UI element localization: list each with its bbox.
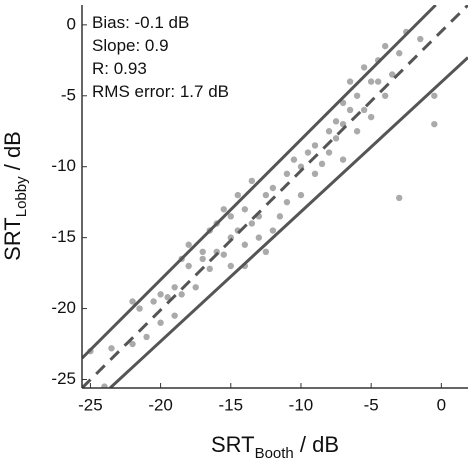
- point: [171, 312, 178, 319]
- point: [325, 149, 333, 156]
- point: [396, 50, 403, 57]
- point: [262, 191, 270, 199]
- point: [381, 92, 389, 99]
- point: [367, 113, 375, 121]
- point: [283, 198, 291, 206]
- point: [339, 99, 347, 107]
- point: [185, 241, 192, 248]
- point: [396, 194, 403, 202]
- point: [227, 213, 234, 220]
- x-axis-label: SRTBooth / dB: [211, 432, 339, 462]
- x-tick-label: -25: [78, 395, 103, 414]
- x-tick-label: -20: [148, 395, 173, 414]
- point: [332, 135, 340, 142]
- point: [311, 170, 319, 178]
- point: [381, 42, 389, 50]
- point: [150, 298, 157, 305]
- point: [108, 345, 115, 352]
- point: [241, 241, 249, 248]
- label-rest: / dB: [0, 131, 25, 176]
- annotations: Bias: -0.1 dB Slope: 0.9 R: 0.93 RMS err…: [92, 13, 229, 101]
- x-tick-label: -15: [218, 395, 243, 414]
- point: [248, 220, 256, 227]
- point: [129, 340, 136, 348]
- point: [199, 248, 206, 256]
- y-axis-label: SRTLobby / dB: [0, 131, 30, 261]
- point: [171, 284, 178, 291]
- annotation: RMS error: 1.7 dB: [92, 82, 229, 101]
- point: [129, 298, 136, 305]
- point: [101, 383, 108, 388]
- point: [248, 177, 256, 185]
- point: [360, 64, 368, 71]
- point: [346, 78, 354, 85]
- x-tick-label: -5: [364, 395, 379, 414]
- reference-line: [109, 56, 468, 388]
- point: [353, 92, 361, 99]
- point: [389, 71, 396, 78]
- point: [353, 128, 361, 135]
- point: [367, 78, 375, 85]
- point: [206, 265, 213, 273]
- reference-line: [82, 5, 468, 388]
- point: [374, 78, 382, 85]
- point: [220, 206, 227, 213]
- point: [178, 291, 185, 298]
- annotation: Bias: -0.1 dB: [92, 13, 189, 32]
- point: [290, 156, 298, 163]
- point: [143, 333, 150, 341]
- y-tick-label: -15: [51, 227, 76, 246]
- point: [325, 128, 333, 135]
- point: [297, 191, 305, 199]
- point: [346, 106, 354, 114]
- label-rest: / dB: [294, 432, 339, 457]
- point: [360, 106, 368, 114]
- y-tick-label: 0: [67, 14, 76, 33]
- point: [185, 262, 192, 270]
- y-tick-label: -5: [61, 85, 76, 104]
- label-main: SRT: [211, 432, 255, 457]
- point: [283, 170, 291, 178]
- label-main: SRT: [0, 217, 25, 261]
- point: [220, 251, 227, 258]
- point: [431, 92, 438, 99]
- x-tick-label: -10: [289, 395, 314, 414]
- label-sub: Lobby: [13, 176, 30, 217]
- point: [157, 319, 164, 326]
- point: [164, 294, 171, 301]
- point: [417, 35, 424, 43]
- point: [157, 291, 164, 298]
- point: [276, 213, 284, 220]
- point: [304, 149, 312, 156]
- point: [339, 156, 347, 163]
- x-tick-label: 0: [437, 395, 446, 414]
- y-tick-label: -10: [51, 156, 76, 175]
- point: [318, 160, 326, 168]
- point: [227, 262, 234, 270]
- point: [199, 255, 206, 263]
- point: [311, 142, 319, 149]
- y-tick-label: -25: [51, 369, 76, 388]
- reference-line: [82, 5, 437, 360]
- point: [269, 227, 277, 234]
- point: [255, 234, 263, 241]
- point: [431, 120, 438, 128]
- point: [262, 248, 270, 256]
- point: [332, 118, 340, 125]
- point: [192, 284, 199, 291]
- point: [234, 191, 242, 199]
- annotation: R: 0.93: [92, 59, 147, 78]
- point: [136, 305, 143, 312]
- point: [269, 184, 277, 192]
- label-sub: Booth: [255, 445, 294, 462]
- y-tick-label: -20: [51, 298, 76, 317]
- point: [241, 206, 249, 213]
- annotation: Slope: 0.9: [92, 36, 169, 55]
